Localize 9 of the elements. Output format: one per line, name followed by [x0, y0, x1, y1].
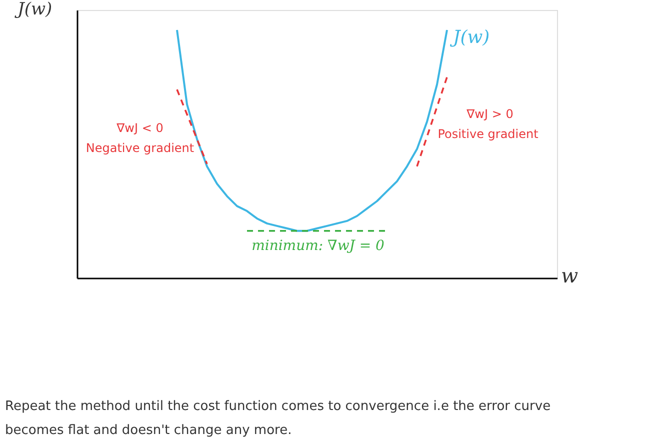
- text: Repeat the method until the cost function comes to convergence i.e the error curve becomes flat and doesn't change any more.: [5, 399, 551, 438]
- annotation: ∇wJ < 0: [116, 121, 164, 135]
- series-label: J(w): [449, 27, 490, 48]
- x-axis-title: w: [560, 264, 578, 288]
- annotation: ∇wJ > 0: [466, 107, 514, 121]
- annotation: minimum: ∇wJ = 0: [252, 238, 385, 254]
- y-axis-title: J(w): [14, 0, 52, 20]
- annotation: Negative gradient: [86, 141, 194, 155]
- annotation: Positive gradient: [438, 127, 539, 141]
